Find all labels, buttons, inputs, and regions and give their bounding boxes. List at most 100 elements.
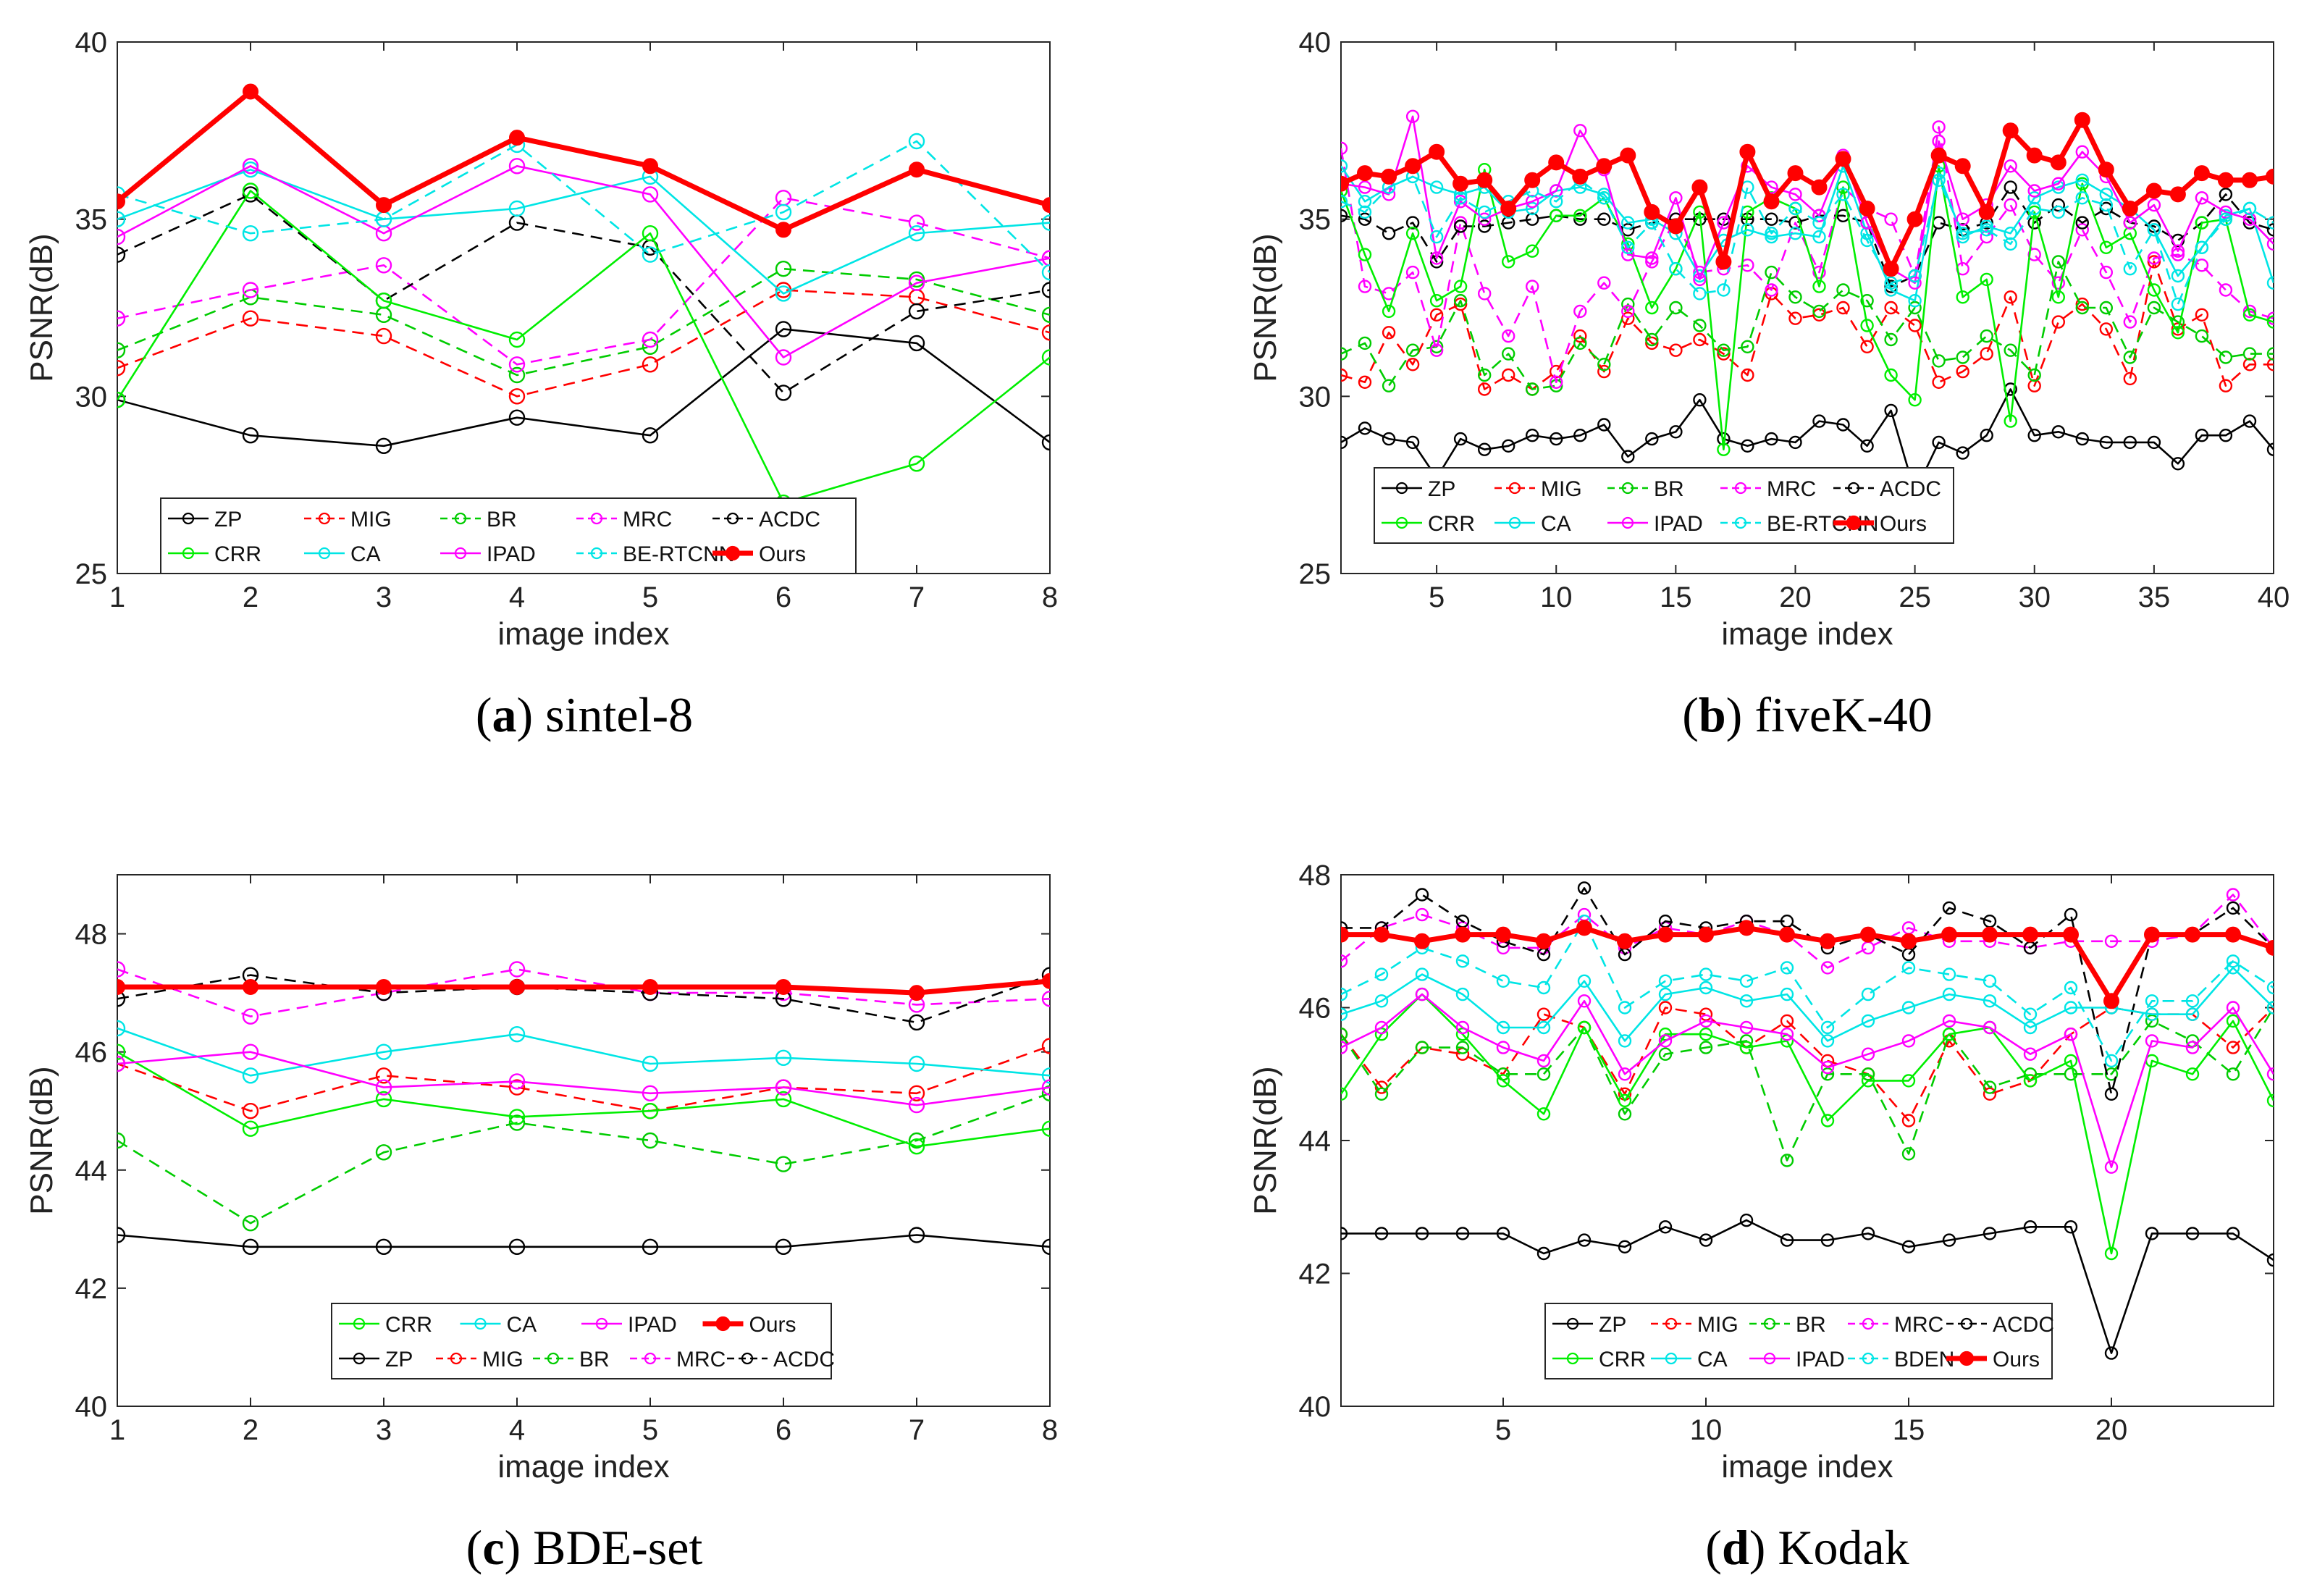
data-point [642,1055,659,1072]
data-point [2051,255,2066,269]
legend-entry-mrc: MRC [1720,477,1816,501]
legend-entry-acdc: ACDC [1946,1313,2054,1337]
data-point [2103,993,2119,1009]
data-point [1812,280,1826,293]
data-point [1788,435,1802,450]
data-point [1536,1054,1551,1068]
legend-marker [353,1352,366,1365]
data-point [1536,1067,1551,1081]
legend-marker [318,547,331,560]
data-point [1341,141,1348,155]
data-point [1859,201,1875,217]
data-point [508,366,526,384]
data-point [1536,980,1551,995]
data-point [2266,1093,2274,1108]
data-point [508,200,526,217]
legend-marker [1621,516,1634,529]
series-line [1341,175,2274,306]
data-point [2266,939,2274,956]
data-point [2147,198,2161,212]
legend-label: ACDC [773,1348,835,1372]
data-point [1382,304,1396,319]
legend-entry-zp: ZP [1552,1313,1626,1337]
data-point [1577,1233,1592,1247]
data-point [775,203,792,221]
data-point [508,356,526,373]
legend-entry-ours: Ours [1833,512,1927,536]
data-point [1358,205,1372,219]
panel-b-series-mig [1341,255,2274,396]
data-point [1405,216,1420,230]
legend-entry-ca: CA [1651,1348,1728,1372]
data-point [117,360,126,377]
data-point [1621,237,1635,251]
data-point [1901,933,1917,949]
data-point [508,1079,526,1096]
legend-marker [353,1317,366,1330]
data-point [642,331,659,348]
data-point [1861,1047,1875,1061]
data-point [1693,287,1707,301]
data-point [2242,358,2257,371]
data-point [1525,244,1539,258]
data-point [1982,926,1998,943]
data-point [1618,1093,1632,1108]
legend-entry-crr: CRR [168,542,261,566]
data-point [642,186,659,203]
legend-entry-ipad: IPAD [581,1313,677,1337]
panel-b-y-tick-label: 25 [1299,558,1332,590]
data-point [1477,212,1492,226]
data-point [1341,184,1348,198]
data-point [1358,212,1372,226]
panel-b-legend-box [1374,467,1954,544]
data-point [2226,1001,2240,1015]
legend-marker [454,512,467,525]
data-point [2195,329,2209,343]
data-point [1618,1240,1632,1254]
data-point [1860,319,1874,332]
data-point [1658,1220,1673,1234]
data-point [2226,1067,2240,1081]
data-point [1597,364,1611,379]
panel-c-x-tick-label: 1 [109,1414,125,1446]
panel-c-x-tick-label: 7 [909,1414,925,1446]
data-point [1415,967,1429,981]
data-point [1717,347,1731,361]
data-point [1983,1080,1997,1094]
data-point [1496,974,1510,988]
series-line [117,1045,1050,1112]
data-point [1415,907,1429,922]
data-point [1341,209,1348,222]
panel-d-caption: (d) Kodak [1705,1520,1909,1575]
legend-label: MRC [676,1348,726,1372]
legend-entry-acdc: ACDC [712,508,820,532]
legend-label: CA [1697,1348,1728,1372]
data-point [1901,961,1916,975]
data-point [242,1102,259,1120]
data-point [1453,195,1468,209]
panel-d-x-tick-label: 20 [2095,1414,2128,1446]
panel-d-x-axis-label: image index [1721,1449,1893,1484]
legend-marker [1763,1317,1776,1330]
data-point [2099,322,2114,336]
data-point [1358,248,1372,261]
panel-b-x-tick-label: 25 [1899,581,1931,613]
data-point [1620,147,1636,164]
data-point [2193,165,2210,182]
data-point [1738,920,1754,936]
data-point [2185,1007,2200,1021]
data-point [1042,973,1050,989]
data-point [1501,347,1515,361]
data-point [117,342,126,358]
data-point [2219,212,2233,226]
data-point [2098,161,2114,178]
data-point [1901,1034,1916,1048]
data-point [2171,457,2185,471]
data-point [1765,283,1778,297]
legend-marker [182,547,195,560]
data-point [1980,329,1993,343]
caption-close-paren: ) [1726,687,1743,742]
data-point [1739,1213,1754,1227]
series-line [1341,186,2274,287]
series-line [1341,1219,2274,1354]
